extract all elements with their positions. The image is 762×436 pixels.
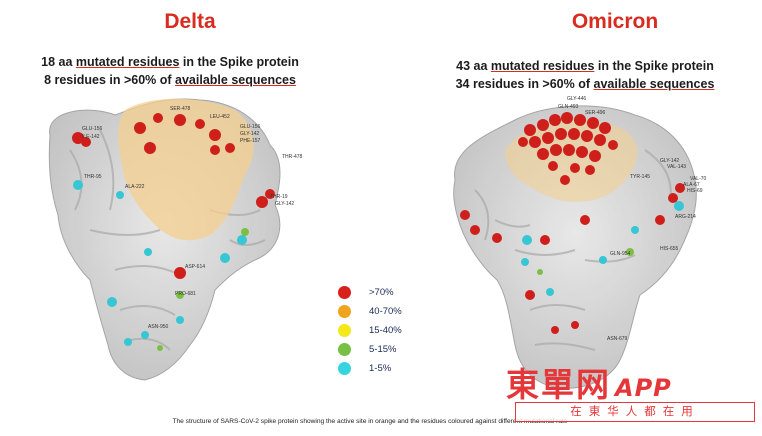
delta-spike-protein-structure: GLU-156 ILE-142 THR-95 ALA-222 SER-478 L…	[48, 98, 303, 381]
delta-mid-frequency-spheres	[157, 228, 249, 351]
legend-swatch-icon	[338, 305, 351, 318]
legend-item: 1-5%	[338, 359, 402, 378]
omicron-residue-label: SER-496	[585, 110, 606, 116]
delta-residue-label: LEU-452	[210, 114, 230, 120]
legend-item: 40-70%	[338, 302, 402, 321]
delta-mutation-spheres	[72, 113, 275, 279]
omicron-mid-frequency-spheres	[537, 248, 634, 275]
omicron-title: Omicron	[571, 10, 659, 33]
legend-swatch-icon	[338, 362, 351, 375]
delta-residue-label: GLU-156	[82, 126, 103, 132]
delta-residue-label: GLY-142	[275, 201, 294, 207]
delta-residue-label: THR-95	[84, 174, 102, 180]
omicron-mutation-count-line: 43 aa mutated residues in the Spike prot…	[456, 59, 714, 73]
delta-residue-label: ASP-614	[185, 264, 205, 270]
omicron-residue-label: ASN-679	[607, 336, 628, 342]
delta-mutation-count-line: 18 aa mutated residues in the Spike prot…	[41, 55, 299, 69]
delta-residue-label: PRO-681	[175, 291, 196, 297]
delta-residue-label: SER-478	[170, 106, 191, 112]
omicron-residue-label: HIS-655	[660, 246, 679, 252]
omicron-residue-label: HIS-69	[687, 188, 703, 194]
omicron-residue-label: GLN-493	[558, 104, 579, 110]
legend-item: >70%	[338, 283, 402, 302]
mutation-frequency-legend: >70% 40-70% 15-40% 5-15% 1-5%	[338, 283, 402, 378]
delta-title: Delta	[164, 10, 216, 33]
omicron-residue-label: GLY-446	[567, 96, 586, 102]
watermark-slogan: 在東华人都在用	[515, 402, 755, 422]
delta-residue-label: ALA-222	[125, 184, 145, 190]
delta-residue-label: THR-478	[282, 154, 303, 160]
legend-item: 5-15%	[338, 340, 402, 359]
omicron-residue-label: VAL-143	[667, 164, 686, 170]
omicron-residue-label: GLN-954	[610, 251, 631, 257]
delta-residue-label: GLU-156	[240, 124, 261, 130]
omicron-spike-protein-structure: GLY-446 GLN-493 SER-496 GLY-142 VAL-143 …	[453, 96, 707, 389]
delta-low-frequency-spheres	[73, 180, 247, 346]
delta-residue-label: THR-19	[270, 194, 288, 200]
omicron-residue-label: ALA-67	[683, 182, 700, 188]
omicron-residue-label: GLY-142	[660, 158, 679, 164]
omicron-residue-label: VAL-70	[690, 176, 707, 182]
omicron-residue-label: TYR-145	[630, 174, 650, 180]
delta-prevalent-residues-line: 8 residues in >60% of available sequence…	[44, 73, 296, 87]
delta-residue-label: PHE-157	[240, 138, 261, 144]
delta-residue-label: GLY-142	[240, 131, 259, 137]
delta-residue-label: ASN-950	[148, 324, 169, 330]
legend-swatch-icon	[338, 324, 351, 337]
legend-item: 15-40%	[338, 321, 402, 340]
omicron-residue-label: ARG-214	[675, 214, 696, 220]
omicron-low-frequency-spheres	[521, 201, 684, 296]
legend-swatch-icon	[338, 286, 351, 299]
delta-residue-label: ILE-142	[82, 134, 100, 140]
watermark-logo: 東單网 APP	[506, 365, 672, 404]
legend-swatch-icon	[338, 343, 351, 356]
omicron-mutation-spheres	[460, 112, 685, 334]
omicron-prevalent-residues-line: 34 residues in >60% of available sequenc…	[455, 77, 715, 91]
